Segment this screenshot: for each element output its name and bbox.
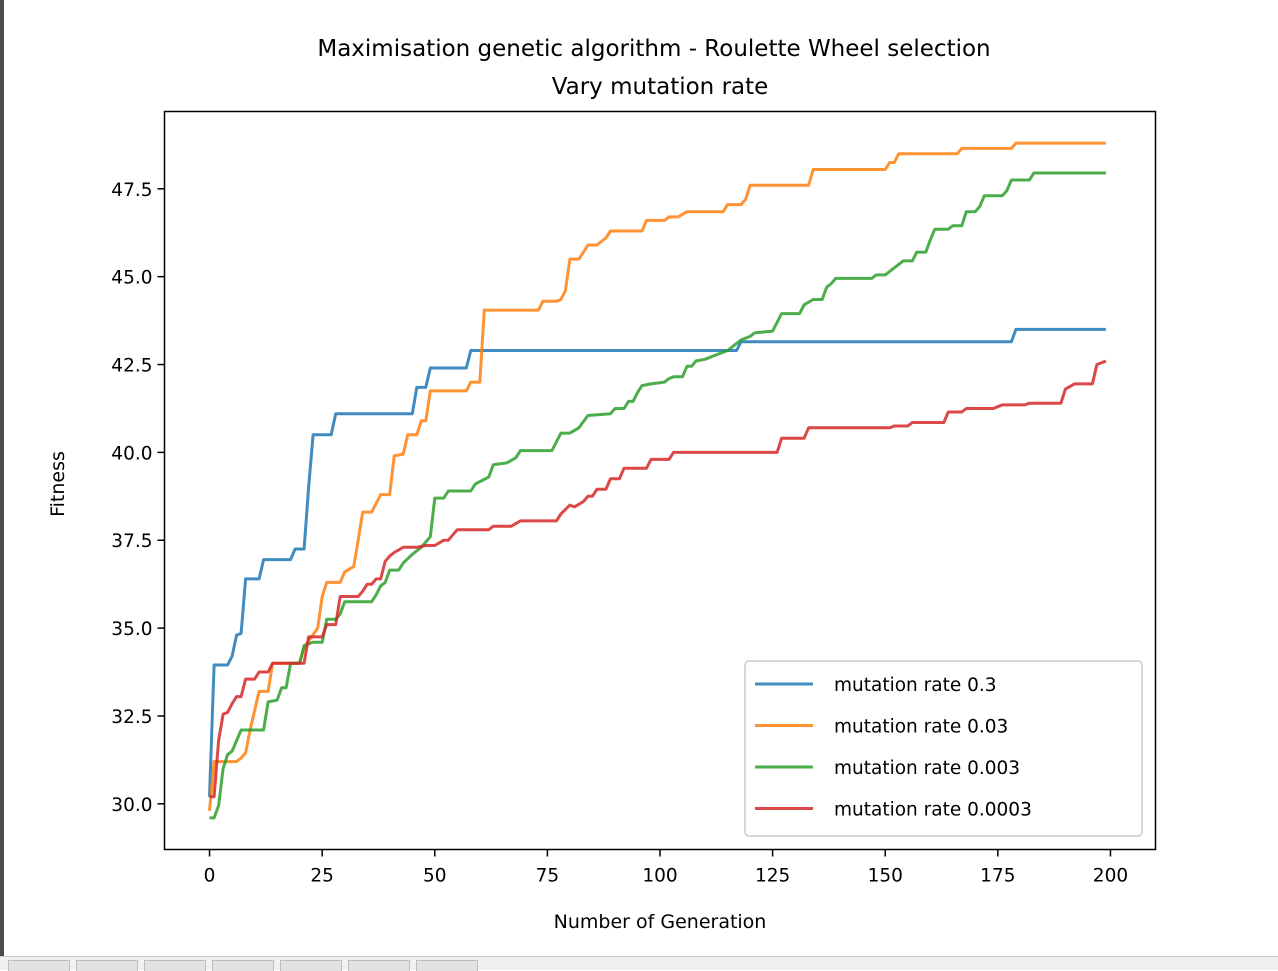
bottom-tab-strip [0, 956, 1278, 971]
x-axis-label: Number of Generation [554, 911, 767, 933]
x-tick-label: 125 [755, 866, 790, 887]
x-tick-label: 25 [310, 866, 334, 887]
bottom-tab[interactable] [212, 960, 274, 971]
series-layer [208, 141, 1107, 820]
x-tick-label: 100 [642, 866, 677, 887]
bottom-tab[interactable] [8, 960, 70, 971]
x-tick-label: 175 [980, 866, 1015, 887]
y-tick-label: 40.0 [111, 443, 152, 464]
series-line-2 [208, 141, 1106, 811]
bottom-tab[interactable] [76, 960, 138, 971]
bottom-tab[interactable] [280, 960, 342, 971]
y-tick-label: 37.5 [111, 531, 152, 552]
x-axis: 0 25 50 75 100 125 150 175 200 [204, 849, 1128, 887]
y-tick-label: 47.5 [111, 180, 152, 201]
legend-label-4: mutation rate 0.0003 [834, 800, 1032, 821]
chart-title: Maximisation genetic algorithm - Roulett… [317, 36, 990, 62]
y-tick-label: 30.0 [111, 795, 152, 816]
y-tick-label: 35.0 [111, 619, 152, 640]
legend-box [744, 660, 1143, 837]
legend-label-1: mutation rate 0.3 [834, 675, 997, 696]
chart-subtitle: Vary mutation rate [552, 74, 769, 100]
series-line-4 [209, 359, 1107, 799]
x-tick-label: 0 [204, 866, 216, 887]
series-line-3 [209, 171, 1106, 820]
y-tick-label: 42.5 [111, 356, 152, 377]
x-tick-label: 150 [868, 866, 903, 887]
y-axis: 30.0 32.5 35.0 37.5 40.0 42.5 45.0 47.5 [111, 180, 165, 816]
bottom-tab[interactable] [348, 960, 410, 971]
y-tick-label: 45.0 [111, 268, 152, 289]
window-edge [0, 0, 4, 956]
y-tick-label: 32.5 [111, 707, 152, 728]
legend-label-3: mutation rate 0.003 [834, 758, 1020, 779]
bottom-tab[interactable] [144, 960, 206, 971]
y-axis-label: Fitness [47, 451, 69, 517]
series-line-1 [208, 327, 1106, 797]
x-tick-label: 75 [536, 866, 560, 887]
legend: mutation rate 0.3 mutation rate 0.03 mutat… [744, 660, 1143, 837]
x-tick-label: 50 [423, 866, 447, 887]
legend-label-2: mutation rate 0.03 [834, 717, 1008, 738]
bottom-tab[interactable] [416, 960, 478, 971]
x-tick-label: 200 [1093, 866, 1128, 887]
